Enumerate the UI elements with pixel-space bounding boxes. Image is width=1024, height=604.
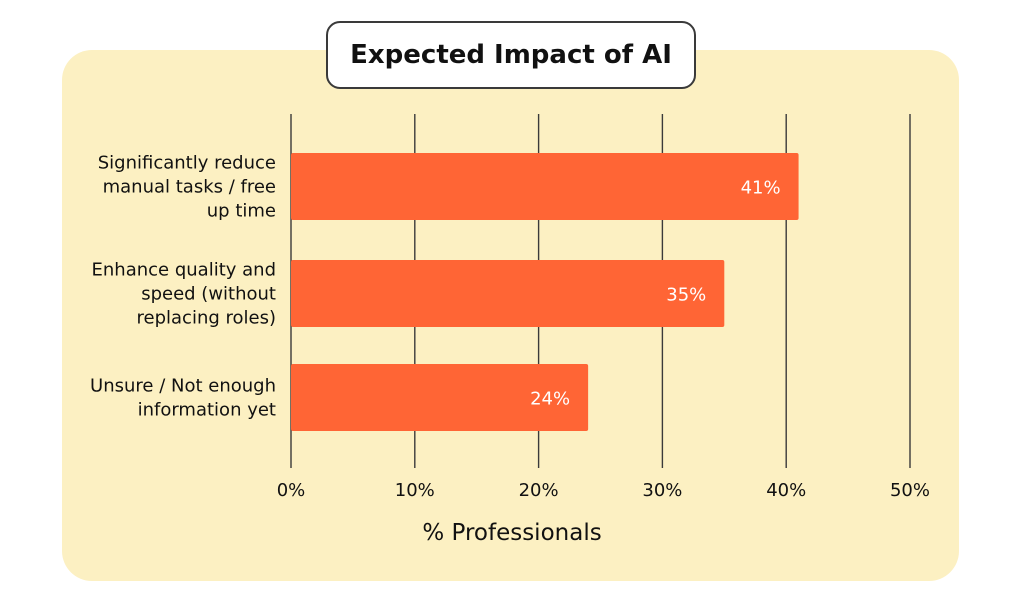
bars: 41% 35% 24%: [291, 153, 799, 431]
category-labels: Significantly reduce manual tasks / free u…: [90, 153, 276, 421]
x-axis-title: % Professionals: [422, 520, 601, 546]
bar: [291, 364, 589, 431]
bar: [291, 153, 799, 220]
category-label: Significantly reduce manual tasks / free u…: [98, 153, 276, 222]
x-tick-label: 40%: [766, 480, 806, 501]
data-label: 41%: [741, 178, 781, 199]
data-label: 24%: [530, 389, 570, 410]
x-tick-label: 0%: [277, 480, 306, 501]
chart-title: Expected Impact of AI: [326, 21, 696, 89]
x-tick-labels: 0% 10% 20% 30% 40% 50%: [277, 480, 930, 501]
category-label: Enhance quality and speed (without replaci…: [92, 260, 276, 329]
bar: [291, 260, 725, 327]
x-tick-label: 10%: [395, 480, 435, 501]
x-tick-label: 50%: [890, 480, 930, 501]
data-label: 35%: [666, 285, 706, 306]
x-tick-label: 20%: [519, 480, 559, 501]
category-label: Unsure / Not enough information yet: [90, 376, 276, 421]
x-tick-label: 30%: [642, 480, 682, 501]
